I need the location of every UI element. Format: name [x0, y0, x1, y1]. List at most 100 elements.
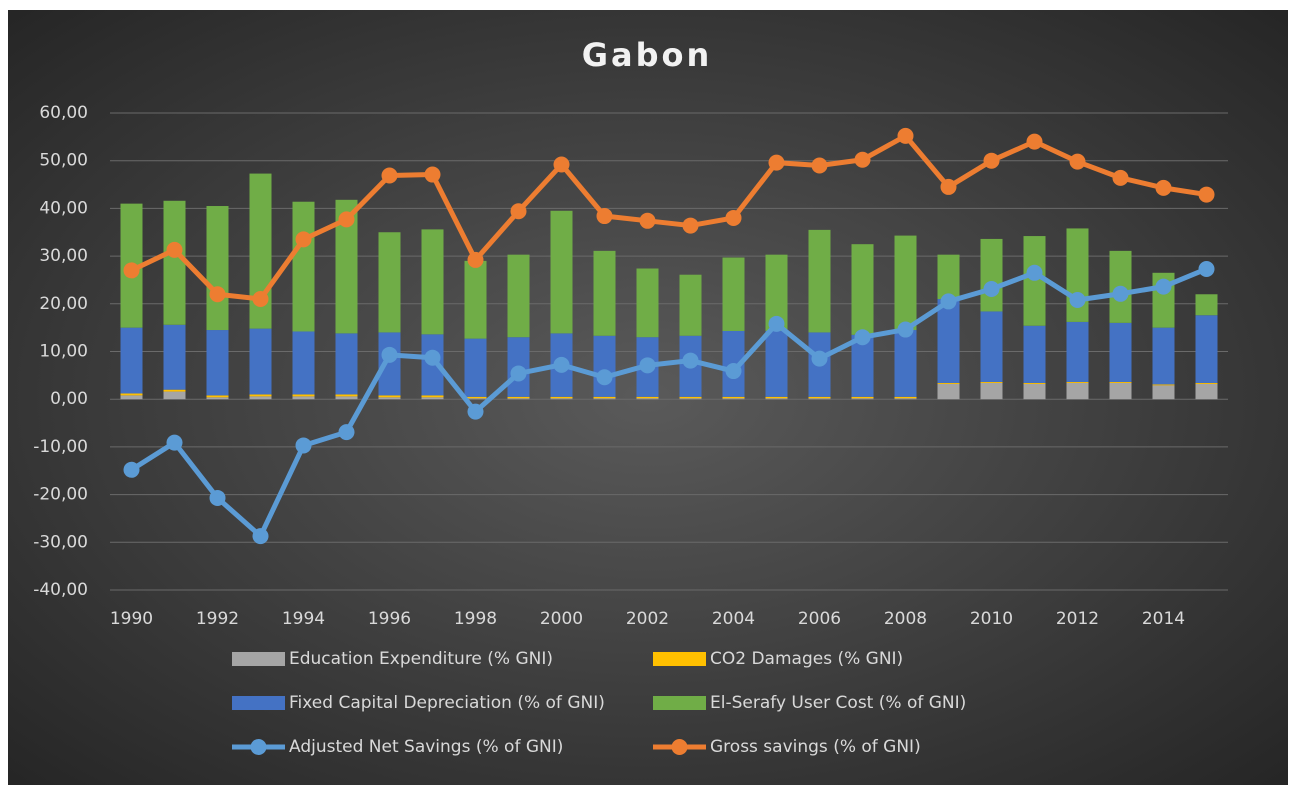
line-marker	[166, 434, 183, 451]
line-marker	[596, 369, 613, 386]
y-tick-label: -30,00	[33, 532, 88, 552]
y-tick-label: -20,00	[33, 485, 88, 505]
bar-segment	[421, 229, 444, 335]
legend-swatch	[232, 696, 285, 710]
bar-segment	[808, 398, 831, 400]
y-tick-label: 10,00	[39, 342, 88, 362]
bar-segment	[937, 254, 960, 300]
legend-label: El-Serafy User Cost (% of GNI)	[710, 693, 966, 713]
bar-segment	[679, 398, 702, 400]
bar-segment	[249, 396, 272, 400]
bar-segment	[1152, 384, 1175, 386]
bar-segment	[464, 260, 487, 339]
line-marker	[1026, 264, 1043, 281]
line-marker	[596, 208, 613, 225]
bar-segment	[1152, 385, 1175, 400]
line-marker	[768, 154, 785, 171]
legend-label: CO2 Damages (% GNI)	[710, 649, 903, 669]
bar-segment	[722, 396, 745, 399]
line-marker	[467, 403, 484, 420]
legend-label: Adjusted Net Savings (% of GNI)	[289, 737, 563, 757]
bar-segment	[765, 398, 788, 400]
line-marker	[768, 315, 785, 332]
bar-segment	[1023, 236, 1046, 326]
bar-segment	[1195, 315, 1218, 383]
bar-segment	[636, 396, 659, 399]
bar-segment	[378, 395, 401, 398]
y-tick-label: 0,00	[50, 389, 88, 409]
bar-segment	[593, 250, 616, 336]
bar-segment	[550, 210, 573, 334]
bar-segment	[206, 395, 229, 398]
legend-label: Education Expenditure (% GNI)	[289, 649, 553, 669]
line-marker	[983, 281, 1000, 298]
line-marker	[682, 352, 699, 369]
legend-swatch	[653, 652, 706, 666]
line-marker	[553, 156, 570, 173]
line-marker	[338, 211, 355, 228]
x-tick-label: 2004	[712, 609, 755, 629]
bar-segment	[206, 397, 229, 400]
line-marker	[1155, 278, 1172, 295]
bar-segment	[1023, 383, 1046, 400]
bar-segment	[679, 274, 702, 336]
line-marker	[811, 350, 828, 367]
bar-segment	[335, 396, 358, 400]
bar-segment	[507, 398, 530, 400]
bar-segment	[163, 391, 186, 400]
line-marker	[1155, 179, 1172, 196]
bar-segment	[1066, 382, 1089, 400]
line-marker	[123, 461, 140, 478]
line-marker	[338, 424, 355, 441]
bar-segment	[550, 396, 573, 399]
bar-segment	[163, 200, 186, 325]
x-tick-label: 2012	[1056, 609, 1099, 629]
bar-segment	[937, 382, 960, 384]
bar-segment	[765, 254, 788, 331]
line-marker	[983, 152, 1000, 169]
line-marker	[553, 356, 570, 373]
bar-segment	[292, 396, 315, 400]
legend-label: Fixed Capital Depreciation (% of GNI)	[289, 693, 605, 713]
bar-segment	[1066, 321, 1089, 383]
line-marker	[209, 489, 226, 506]
x-tick-label: 1992	[196, 609, 239, 629]
line-marker	[510, 203, 527, 220]
line-marker	[639, 357, 656, 374]
x-tick-label: 1990	[110, 609, 153, 629]
bar-segment	[1109, 382, 1132, 400]
line-marker	[1198, 186, 1215, 203]
x-tick-label: 1996	[368, 609, 411, 629]
bar-segment	[292, 394, 315, 397]
bar-segment	[206, 206, 229, 331]
bar-segment	[1023, 382, 1046, 384]
bar-segment	[937, 299, 960, 383]
line-marker	[854, 329, 871, 346]
bar-segment	[378, 397, 401, 400]
bar-segment	[808, 396, 831, 399]
x-tick-label: 2002	[626, 609, 669, 629]
line-marker	[1069, 153, 1086, 170]
line-marker	[811, 157, 828, 174]
bar-segment	[378, 232, 401, 333]
bar-segment	[980, 382, 1003, 383]
bar-segment	[894, 396, 917, 399]
line-marker	[467, 251, 484, 268]
line-marker	[940, 178, 957, 195]
line-marker	[381, 167, 398, 184]
line-marker	[897, 127, 914, 144]
line-marker	[295, 231, 312, 248]
x-tick-label: 2006	[798, 609, 841, 629]
chart-title: Gabon	[582, 36, 713, 74]
line-marker	[1026, 133, 1043, 150]
bar-segment	[722, 398, 745, 400]
bar-segment	[206, 330, 229, 396]
line-marker	[381, 346, 398, 363]
bar-segment	[120, 395, 143, 400]
line-marker	[1112, 169, 1129, 186]
bar-segment	[1195, 382, 1218, 384]
bar-segment	[894, 330, 917, 397]
line-marker	[725, 363, 742, 380]
